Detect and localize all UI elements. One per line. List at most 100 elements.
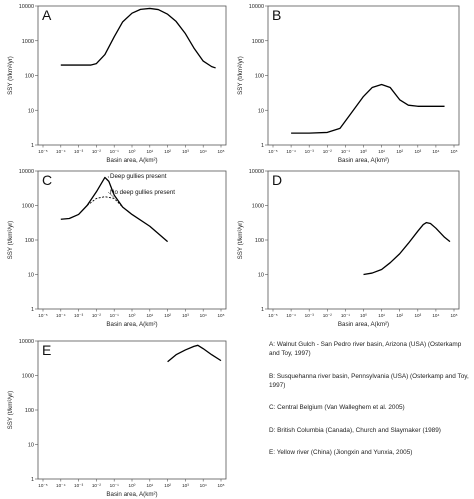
annotation-leader bbox=[107, 191, 115, 198]
x-tick-label: 10¹ bbox=[378, 313, 385, 318]
y-tick-label: 10 bbox=[258, 273, 264, 279]
x-tick-label: 10⁻¹ bbox=[110, 483, 120, 488]
series-line-2 bbox=[86, 196, 124, 208]
x-tick-label: 10⁴ bbox=[200, 483, 207, 488]
y-tick-label: 10000 bbox=[19, 339, 34, 345]
x-tick-label: 10⁵ bbox=[217, 149, 224, 154]
x-axis-label: Basin area, A(km²) bbox=[338, 321, 389, 328]
y-tick-label: 10000 bbox=[19, 4, 34, 10]
x-tick-label: 10⁰ bbox=[360, 149, 367, 154]
x-tick-label: 10⁻² bbox=[323, 313, 333, 318]
x-tick-label: 10⁻³ bbox=[305, 313, 315, 318]
y-tick-label: 10 bbox=[28, 273, 34, 279]
x-tick-label: 10⁰ bbox=[129, 483, 136, 488]
x-tick-label: 10⁴ bbox=[432, 149, 439, 154]
legend-entry-b: B: Susquehanna river basin, Pennsylvania… bbox=[269, 372, 469, 389]
x-tick-label: 10⁴ bbox=[200, 149, 207, 154]
y-tick-label: 1 bbox=[31, 143, 34, 149]
panel-b: 1 10 100 1000 10000 10⁻⁵ 10⁻⁴ 10⁻³ 10⁻² 10⁻¹ 10⁰ 10… bbox=[237, 4, 460, 164]
x-tick-label: 10⁴ bbox=[432, 313, 439, 318]
y-axis-label: SSY (t/km²/yr) bbox=[7, 391, 14, 430]
x-tick-label: 10⁻⁵ bbox=[268, 149, 278, 154]
series-line-1 bbox=[60, 7, 216, 69]
x-tick-label: 10¹ bbox=[146, 313, 153, 318]
y-tick-label: 10 bbox=[28, 108, 34, 114]
x-tick-label: 10⁻⁵ bbox=[38, 313, 48, 318]
x-tick-label: 10⁴ bbox=[200, 313, 207, 318]
x-tick-label: 10⁻² bbox=[92, 149, 102, 154]
x-tick-label: 10² bbox=[164, 483, 171, 488]
y-tick-label: 10000 bbox=[249, 4, 264, 10]
x-tick-label: 10⁵ bbox=[450, 313, 457, 318]
x-tick-label: 10⁻⁴ bbox=[56, 483, 66, 488]
y-tick-label: 1 bbox=[261, 143, 264, 149]
y-tick-label: 1000 bbox=[22, 374, 34, 380]
x-tick-label: 10³ bbox=[414, 149, 421, 154]
x-tick-label: 10² bbox=[396, 149, 403, 154]
x-tick-label: 10⁻⁴ bbox=[56, 149, 66, 154]
panel-label: B bbox=[272, 7, 281, 23]
annotation-label: Deep gullies present bbox=[110, 173, 167, 180]
plot-frame bbox=[37, 340, 227, 480]
y-tick-label: 10000 bbox=[19, 169, 34, 175]
y-axis-label: SSY (t/km²/yr) bbox=[237, 56, 244, 95]
x-tick-label: 10⁵ bbox=[450, 149, 457, 154]
y-tick-label: 1000 bbox=[252, 39, 264, 45]
panel-label: A bbox=[42, 7, 52, 23]
x-tick-label: 10³ bbox=[182, 483, 189, 488]
y-tick-label: 100 bbox=[25, 238, 34, 244]
plot-frame bbox=[267, 170, 460, 310]
annotation-leader bbox=[107, 175, 110, 179]
panel-label: D bbox=[272, 172, 282, 188]
legend: A: Walnut Gulch - San Pedro river basin,… bbox=[269, 340, 469, 471]
y-tick-label: 1 bbox=[31, 477, 34, 483]
y-tick-label: 1000 bbox=[252, 204, 264, 210]
y-tick-label: 10000 bbox=[249, 169, 264, 175]
x-tick-label: 10⁻¹ bbox=[110, 313, 120, 318]
y-axis-label: SSY (t/km²/yr) bbox=[237, 221, 244, 260]
y-tick-label: 100 bbox=[255, 74, 264, 80]
x-tick-label: 10⁻⁵ bbox=[38, 149, 48, 154]
x-tick-label: 10³ bbox=[182, 149, 189, 154]
plot-frame bbox=[37, 5, 227, 146]
legend-entry-a: A: Walnut Gulch - San Pedro river basin,… bbox=[269, 341, 462, 357]
x-tick-label: 10⁰ bbox=[360, 313, 367, 318]
x-tick-label: 10⁻³ bbox=[74, 149, 84, 154]
x-tick-label: 10³ bbox=[182, 313, 189, 318]
x-axis-label: Basin area, A(km²) bbox=[106, 157, 157, 164]
x-axis-label: Basin area, A(km²) bbox=[338, 157, 389, 164]
series-line-1 bbox=[363, 221, 451, 276]
y-tick-label: 10 bbox=[258, 108, 264, 114]
x-tick-label: 10⁻¹ bbox=[341, 149, 351, 154]
legend-entry-c: C: Central Belgium (Van Walleghem et al.… bbox=[269, 404, 405, 411]
panel-c: 1 10 100 1000 10000 10⁻⁵ 10⁻⁴ 10⁻³ 10⁻² 10⁻¹ 10⁰ 10… bbox=[7, 169, 227, 328]
y-tick-label: 1000 bbox=[22, 39, 34, 45]
x-tick-label: 10² bbox=[164, 313, 171, 318]
x-axis-label: Basin area, A(km²) bbox=[106, 491, 157, 498]
y-tick-label: 100 bbox=[25, 408, 34, 414]
x-tick-label: 10⁰ bbox=[129, 313, 136, 318]
panel-e: 1 10 100 1000 10000 10⁻⁵ 10⁻⁴ 10⁻³ 10⁻² 10⁻¹ 10⁰ 10… bbox=[7, 339, 227, 498]
panel-d: 1 10 100 1000 10000 10⁻⁵ 10⁻⁴ 10⁻³ 10⁻² 10⁻¹ 10⁰ 10… bbox=[237, 169, 460, 328]
x-tick-label: 10⁻³ bbox=[74, 313, 84, 318]
y-tick-label: 100 bbox=[25, 74, 34, 80]
y-tick-label: 1 bbox=[261, 307, 264, 313]
x-tick-label: 10⁻⁵ bbox=[268, 313, 278, 318]
x-tick-label: 10⁻⁴ bbox=[286, 149, 296, 154]
series-line-1 bbox=[60, 176, 169, 243]
annotation-label: No deep gullies present bbox=[110, 189, 175, 196]
legend-entry-e: E: Yellow river (China) (Jiongxin and Yu… bbox=[269, 449, 413, 456]
x-tick-label: 10³ bbox=[414, 313, 421, 318]
plot-frame bbox=[267, 5, 460, 146]
x-tick-label: 10⁵ bbox=[217, 313, 224, 318]
x-tick-label: 10⁵ bbox=[217, 483, 224, 488]
legend-entry-d: D: British Columbia (Canada), Church and… bbox=[269, 426, 441, 434]
x-tick-label: 10⁻⁴ bbox=[286, 313, 296, 318]
x-tick-label: 10¹ bbox=[378, 149, 385, 154]
x-tick-label: 10⁻⁴ bbox=[56, 313, 66, 318]
panel-a: 1 10 100 1000 10000 10⁻⁵ 10⁻⁴ 10⁻³ 10⁻² 10⁻¹ 10⁰ 10… bbox=[7, 4, 227, 164]
x-tick-label: 10⁻² bbox=[323, 149, 333, 154]
x-tick-label: 10² bbox=[396, 313, 403, 318]
panel-label: C bbox=[42, 172, 52, 188]
